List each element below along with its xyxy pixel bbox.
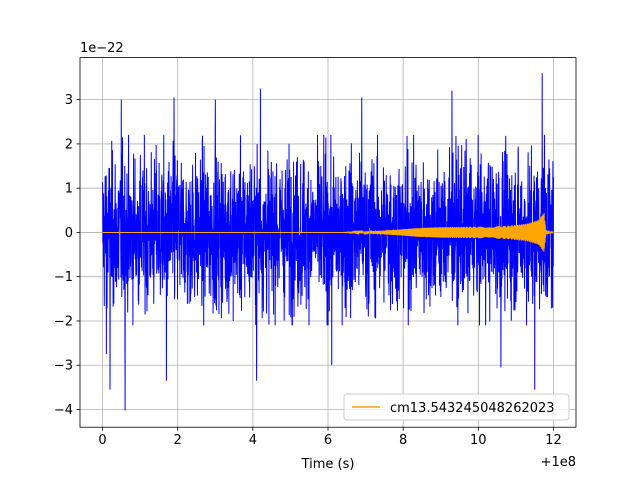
series-noise	[102, 73, 554, 411]
y-tick-label: −1	[54, 270, 73, 285]
plot-area	[102, 73, 554, 411]
x-offset-label: +1e8	[541, 455, 576, 470]
y-tick-label: −2	[54, 314, 73, 329]
x-tick-label: 6	[324, 433, 332, 448]
y-scale-label: 1e−22	[80, 41, 124, 56]
axes-frame	[79, 57, 577, 428]
y-tick-label: 2	[65, 137, 73, 152]
x-tick-label: 12	[545, 433, 562, 448]
legend-box	[343, 393, 570, 421]
x-tick-label: 8	[399, 433, 407, 448]
x-tick-label: 0	[98, 433, 106, 448]
series-noise-line	[102, 73, 554, 411]
series-chirp	[102, 212, 554, 252]
x-axis-label: Time (s)	[301, 457, 355, 472]
x-tick-label: 10	[470, 433, 487, 448]
legend: cm13.543245048262023	[343, 393, 570, 421]
legend-label-chirp: cm13.543245048262023	[390, 401, 555, 416]
x-tick-label: 2	[174, 433, 182, 448]
y-tick-label: 0	[65, 226, 73, 241]
y-tick-label: 3	[65, 93, 73, 108]
y-tick-label: 1	[65, 182, 73, 197]
series-chirp-line	[102, 212, 554, 252]
y-tick-label: −3	[54, 359, 73, 374]
x-tick-label: 4	[249, 433, 257, 448]
y-tick-label: −4	[54, 403, 73, 418]
